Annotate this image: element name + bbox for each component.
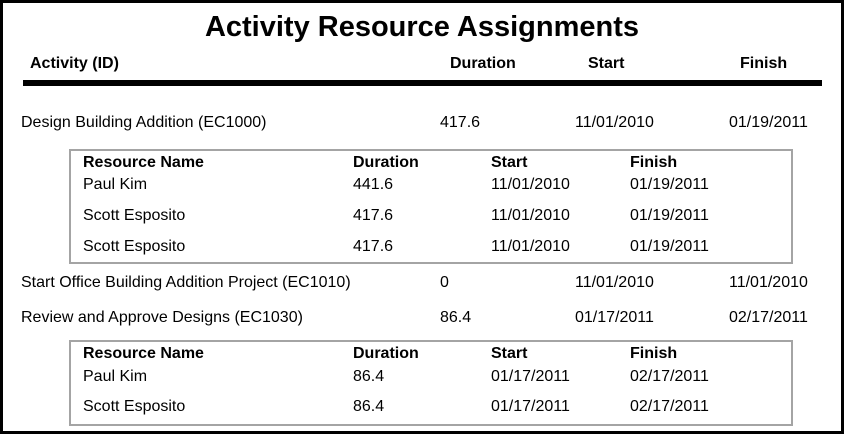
- resource-column-header-name: Resource Name: [83, 154, 204, 171]
- activity-name: Start Office Building Addition Project (…: [21, 274, 351, 291]
- activity-duration: 0: [440, 274, 449, 291]
- column-header-start: Start: [588, 55, 625, 72]
- resource-column-header-finish: Finish: [630, 345, 678, 362]
- resource-finish: 01/19/2011: [630, 176, 709, 193]
- resource-column-header-name: Resource Name: [83, 345, 204, 362]
- resource-duration: 86.4: [353, 368, 385, 385]
- resource-name: Paul Kim: [83, 176, 148, 193]
- resource-table-header-row: Resource Name Duration Start Finish: [71, 344, 791, 364]
- activity-name: Design Building Addition (EC1000): [21, 114, 267, 131]
- activity-start: 11/01/2010: [575, 114, 654, 131]
- resource-finish: 01/19/2011: [630, 238, 709, 255]
- column-header-finish: Finish: [740, 55, 788, 72]
- activity-start: 11/01/2010: [575, 274, 654, 291]
- column-header-activity-id: Activity (ID): [30, 55, 119, 72]
- report-title: Activity Resource Assignments: [204, 11, 640, 43]
- activity-finish: 11/01/2010: [729, 274, 808, 291]
- resource-column-header-start: Start: [491, 345, 528, 362]
- activity-start: 01/17/2011: [575, 309, 654, 326]
- resource-column-header-duration: Duration: [353, 154, 419, 171]
- resource-name: Scott Esposito: [83, 398, 186, 415]
- activity-name: Review and Approve Designs (EC1030): [21, 309, 303, 326]
- resource-duration: 417.6: [353, 238, 394, 255]
- resource-column-header-finish: Finish: [630, 154, 678, 171]
- resource-finish: 02/17/2011: [630, 368, 709, 385]
- resource-row: Scott Esposito 417.6 11/01/2010 01/19/20…: [71, 237, 791, 257]
- resource-start: 01/17/2011: [491, 368, 570, 385]
- activity-finish: 02/17/2011: [729, 309, 808, 326]
- resource-row: Paul Kim 86.4 01/17/2011 02/17/2011: [71, 367, 791, 387]
- header-rule: [23, 80, 822, 86]
- resource-start: 11/01/2010: [491, 238, 570, 255]
- resource-finish: 02/17/2011: [630, 398, 709, 415]
- resource-row: Scott Esposito 417.6 11/01/2010 01/19/20…: [71, 206, 791, 226]
- resource-start: 11/01/2010: [491, 207, 570, 224]
- resource-name: Scott Esposito: [83, 207, 186, 224]
- resource-name: Paul Kim: [83, 368, 148, 385]
- resource-column-header-duration: Duration: [353, 345, 419, 362]
- resource-start: 01/17/2011: [491, 398, 570, 415]
- column-header-duration: Duration: [450, 55, 516, 72]
- resource-table: Resource Name Duration Start Finish Paul…: [69, 149, 793, 264]
- activity-finish: 01/19/2011: [729, 114, 808, 131]
- resource-start: 11/01/2010: [491, 176, 570, 193]
- activity-duration: 417.6: [440, 114, 481, 131]
- resource-column-header-start: Start: [491, 154, 528, 171]
- resource-table: Resource Name Duration Start Finish Paul…: [69, 340, 793, 426]
- resource-duration: 441.6: [353, 176, 394, 193]
- activity-duration: 86.4: [440, 309, 472, 326]
- resource-duration: 417.6: [353, 207, 394, 224]
- resource-duration: 86.4: [353, 398, 385, 415]
- resource-finish: 01/19/2011: [630, 207, 709, 224]
- resource-table-header-row: Resource Name Duration Start Finish: [71, 153, 791, 173]
- resource-name: Scott Esposito: [83, 238, 186, 255]
- resource-row: Scott Esposito 86.4 01/17/2011 02/17/201…: [71, 397, 791, 417]
- resource-row: Paul Kim 441.6 11/01/2010 01/19/2011: [71, 175, 791, 195]
